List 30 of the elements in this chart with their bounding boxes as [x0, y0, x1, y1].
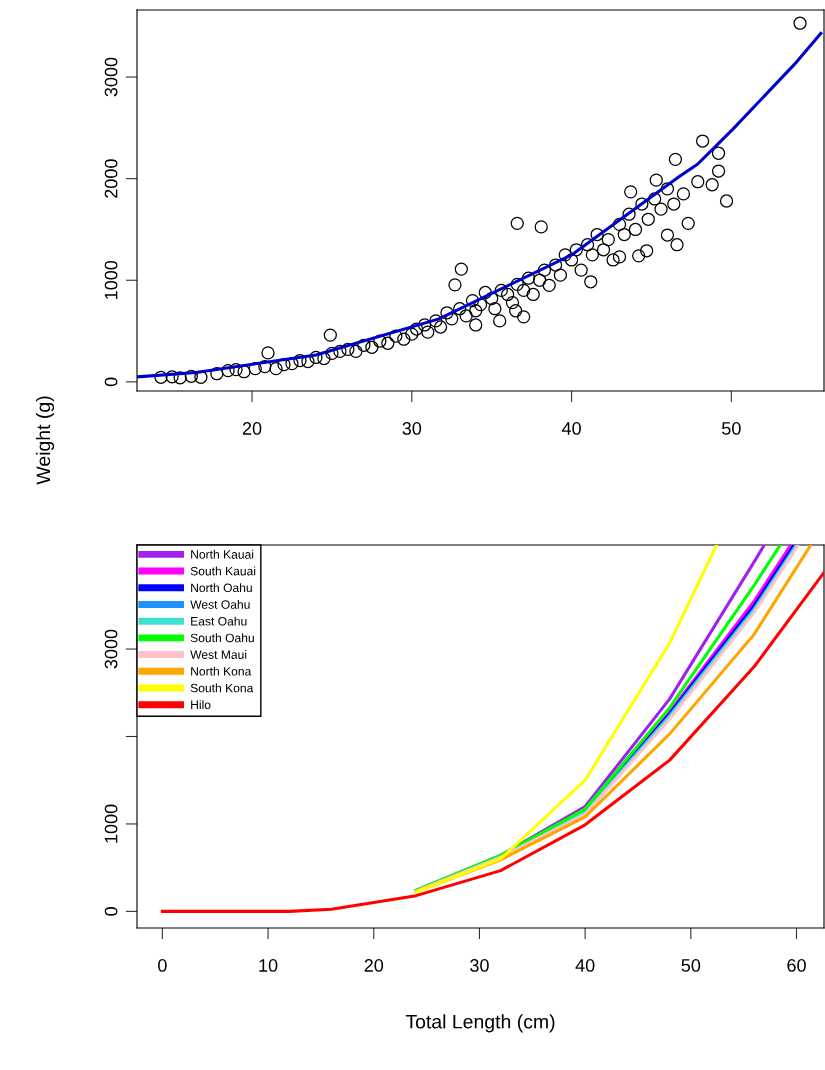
- legend-label: South Kauai: [190, 566, 256, 576]
- legend-label: North Oahu: [191, 583, 252, 593]
- legend-label: South Kona: [190, 683, 254, 693]
- legend-label: North Kauai: [191, 549, 254, 559]
- legend-label: Hilo: [191, 700, 211, 710]
- legend-label: West Maui: [190, 650, 247, 659]
- y-axis-title: Weight (g): [35, 396, 55, 485]
- x-tick-label: 40: [575, 959, 595, 972]
- legend-label: West Oahu: [190, 599, 250, 609]
- y-tick-label: 0: [104, 907, 118, 916]
- y-tick-label: 2000: [104, 159, 118, 198]
- y-tick-label: 3000: [104, 629, 118, 669]
- x-axis-title: Total Length (cm): [405, 1014, 555, 1033]
- x-tick-label: 60: [787, 959, 806, 972]
- legend-label: East Oahu: [191, 616, 247, 626]
- x-tick-label: 30: [470, 959, 489, 972]
- x-tick-label: 50: [722, 422, 741, 435]
- y-tick-label: 1000: [104, 804, 118, 843]
- y-tick-label: 1000: [104, 260, 118, 299]
- x-tick-label: 10: [259, 959, 278, 972]
- y-tick-label: 3000: [104, 57, 118, 97]
- x-tick-label: 50: [681, 959, 701, 972]
- legend-label: South Oahu: [190, 633, 254, 643]
- x-tick-label: 40: [561, 422, 581, 435]
- x-tick-label: 30: [402, 422, 422, 435]
- legend-label: North Kona: [191, 666, 252, 676]
- y-tick-label: 0: [104, 377, 118, 387]
- x-tick-label: 0: [158, 959, 167, 972]
- x-tick-label: 20: [364, 959, 384, 972]
- x-tick-label: 20: [242, 422, 262, 435]
